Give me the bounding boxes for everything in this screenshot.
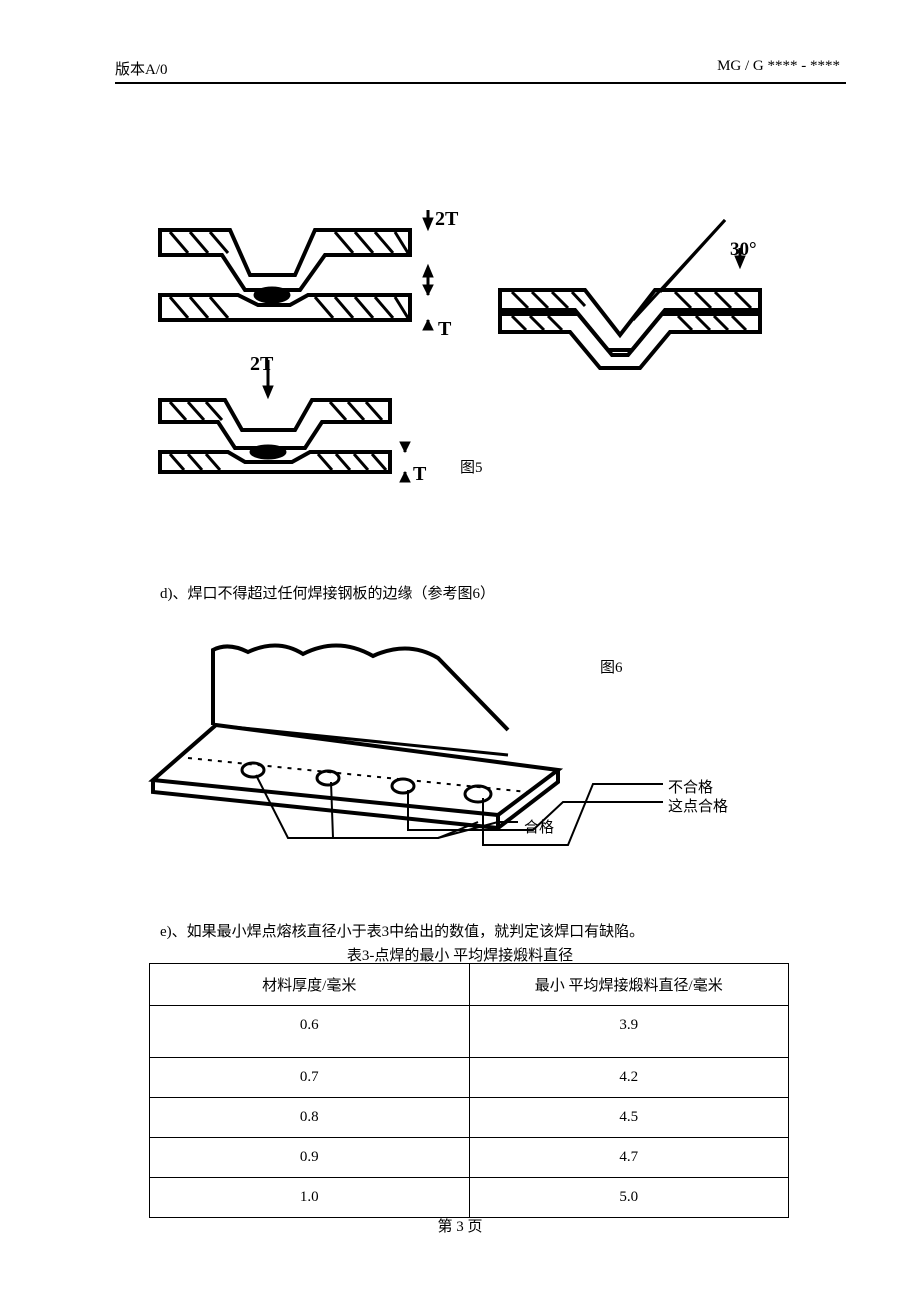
table-row: 0.7 4.2 (150, 1058, 789, 1098)
table-row: 材料厚度/毫米 最小 平均焊接煅料直径/毫米 (150, 964, 789, 1006)
fig5-angle: 30° (730, 239, 757, 260)
table-cell: 0.8 (150, 1098, 470, 1138)
header-left: 版本A/0 (115, 58, 168, 79)
fig5-t-bottom: T (413, 463, 427, 485)
page-footer: 第 3 页 (0, 1215, 920, 1236)
table-row: 1.0 5.0 (150, 1178, 789, 1218)
fig5-2t-mid: 2T (250, 353, 274, 375)
header-underline (115, 82, 846, 84)
figure-6-svg (138, 630, 798, 860)
table-cell: 0.7 (150, 1058, 470, 1098)
figure-5-label: 图5 (460, 456, 483, 477)
table-cell: 4.2 (469, 1058, 789, 1098)
table-row: 0.9 4.7 (150, 1138, 789, 1178)
table-cell: 1.0 (150, 1178, 470, 1218)
table3-caption: 表3-点焊的最小 平均焊接煅料直径 (0, 944, 920, 965)
table-cell: 5.0 (469, 1178, 789, 1218)
table-cell: 0.9 (150, 1138, 470, 1178)
table-row: 0.6 3.9 (150, 1006, 789, 1058)
table-row: 0.8 4.5 (150, 1098, 789, 1138)
fig6-callout-point-pass: 这点合格 (668, 795, 728, 816)
table-header-cell: 最小 平均焊接煅料直径/毫米 (469, 964, 789, 1006)
item-d-text: d)、焊口不得超过任何焊接钢板的边缘（参考图6） (160, 582, 495, 603)
figure-6 (138, 630, 798, 860)
page-header: 版本A/0 MG / G **** - **** (115, 58, 840, 79)
header-right: MG / G **** - **** (717, 58, 840, 79)
fig5-t-right: T (438, 318, 452, 340)
table-cell: 4.7 (469, 1138, 789, 1178)
table-3: 材料厚度/毫米 最小 平均焊接煅料直径/毫米 0.6 3.9 0.7 4.2 0… (149, 963, 789, 1218)
figure-5: 2T T 2T (150, 190, 780, 490)
table-cell: 3.9 (469, 1006, 789, 1058)
table-cell: 4.5 (469, 1098, 789, 1138)
table-header-cell: 材料厚度/毫米 (150, 964, 470, 1006)
figure-6-label: 图6 (600, 656, 623, 677)
table-cell: 0.6 (150, 1006, 470, 1058)
fig5-2t-top: 2T (435, 208, 459, 230)
item-e-text: e)、如果最小焊点熔核直径小于表3中给出的数值，就判定该焊口有缺陷。 (160, 920, 644, 941)
fig6-callout-pass: 合格 (524, 816, 554, 837)
fig6-callout-fail: 不合格 (668, 776, 713, 797)
figure-5-svg: 2T T 2T (150, 190, 780, 490)
